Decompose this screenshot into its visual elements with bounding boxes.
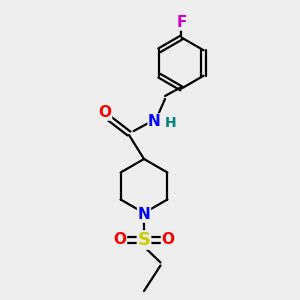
Text: N: N <box>148 114 161 129</box>
Text: O: O <box>161 232 175 247</box>
Text: O: O <box>98 105 112 120</box>
Text: S: S <box>137 231 151 249</box>
Text: O: O <box>113 232 127 247</box>
Text: N: N <box>138 207 150 222</box>
Text: H: H <box>165 116 177 130</box>
Text: F: F <box>176 15 187 30</box>
